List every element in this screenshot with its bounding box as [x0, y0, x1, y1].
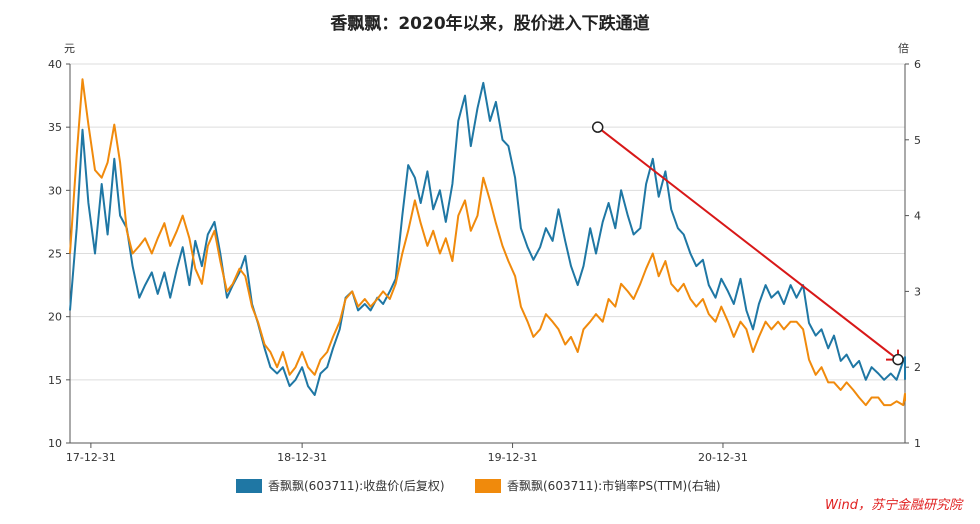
left-tick-label: 20	[48, 311, 62, 324]
legend-label-ps: 香飘飘(603711):市销率PS(TTM)(右轴)	[507, 478, 721, 493]
series-line-close-price	[69, 81, 906, 396]
legend-swatch-ps	[475, 479, 501, 493]
gridlines	[70, 63, 905, 381]
right-tick-label: 4	[914, 210, 921, 223]
left-tick-label: 30	[48, 184, 62, 197]
right-tick-label: 2	[914, 361, 921, 374]
x-tick-label: 17-12-31	[66, 451, 116, 464]
series-group	[69, 78, 906, 407]
trend-annotation	[591, 121, 904, 366]
legend-swatch-price	[236, 479, 262, 493]
trend-end-point	[892, 353, 904, 366]
left-axis-unit: 元	[64, 42, 75, 55]
x-tick-label: 20-12-31	[698, 451, 748, 464]
trend-start-point	[591, 121, 604, 133]
left-axis-ticks: 10 15 20 25 30 35 40	[48, 58, 70, 450]
legend-label-price: 香飘飘(603711):收盘价(后复权)	[268, 478, 445, 493]
right-tick-label: 6	[914, 58, 921, 71]
series-line-ps-ratio	[69, 78, 906, 407]
chart-title: 香飘飘：2020年以来，股价进入下跌通道	[330, 13, 649, 34]
x-tick-label: 18-12-31	[277, 451, 327, 464]
right-tick-label: 1	[914, 437, 921, 450]
left-tick-label: 15	[48, 374, 62, 387]
x-axis-ticks: 17-12-31 18-12-31 19-12-31 20-12-31	[66, 443, 748, 464]
right-tick-label: 5	[914, 134, 921, 147]
left-tick-label: 25	[48, 248, 62, 261]
trend-line	[597, 126, 899, 361]
source-note: Wind，苏宁金融研究院	[825, 497, 964, 513]
right-tick-label: 3	[914, 285, 921, 298]
left-tick-label: 10	[48, 437, 62, 450]
right-axis-unit: 倍	[898, 41, 909, 55]
right-axis-ticks: 1 2 3 4 5 6	[905, 58, 921, 450]
left-tick-label: 40	[48, 58, 62, 71]
x-tick-label: 19-12-31	[488, 451, 538, 464]
legend: 香飘飘(603711):收盘价(后复权) 香飘飘(603711):市销率PS(T…	[236, 478, 721, 493]
left-tick-label: 35	[48, 121, 62, 134]
